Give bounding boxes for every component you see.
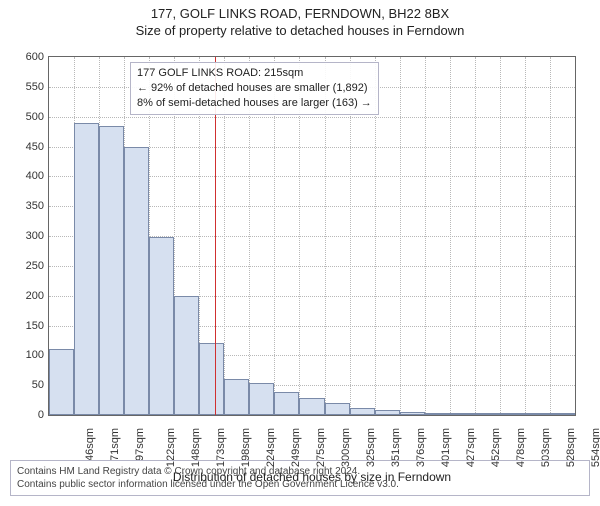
page-title: 177, GOLF LINKS ROAD, FERNDOWN, BH22 8BX (0, 6, 600, 21)
y-tick-label: 250 (14, 260, 44, 272)
gridline-v (450, 57, 451, 415)
histogram-bar (224, 379, 249, 415)
histogram-bar (500, 413, 525, 415)
histogram-bar (400, 412, 425, 415)
y-tick-label: 150 (14, 320, 44, 332)
histogram-bar (99, 126, 124, 415)
histogram-bar (124, 147, 149, 416)
histogram-bar (249, 383, 274, 415)
y-tick-label: 0 (14, 409, 44, 421)
x-tick-label: 71sqm (109, 428, 121, 461)
y-tick-label: 200 (14, 290, 44, 302)
y-tick-label: 500 (14, 111, 44, 123)
y-tick-label: 550 (14, 81, 44, 93)
y-tick-label: 300 (14, 230, 44, 242)
histogram-bar (375, 410, 400, 415)
gridline-v (500, 57, 501, 415)
gridline-v (475, 57, 476, 415)
histogram-bar (299, 398, 324, 415)
chart-area: Number of detached properties 177 GOLF L… (48, 56, 576, 416)
histogram-bar (149, 237, 174, 415)
attribution-line-1: Contains HM Land Registry data © Crown c… (17, 465, 583, 478)
gridline-v (400, 57, 401, 415)
x-tick-label: 554sqm (591, 428, 600, 467)
histogram-bar (450, 413, 475, 415)
y-tick-label: 450 (14, 141, 44, 153)
annotation-line-2: ← 92% of detached houses are smaller (1,… (137, 81, 372, 96)
histogram-bar (425, 413, 450, 415)
histogram-bar (350, 408, 375, 415)
histogram-bar (174, 296, 199, 415)
histogram-bar (199, 343, 224, 415)
attribution-line-2: Contains public sector information licen… (17, 478, 583, 491)
histogram-bar (49, 349, 74, 415)
y-tick-label: 100 (14, 349, 44, 361)
histogram-bar (74, 123, 99, 415)
x-tick-label: 97sqm (134, 428, 146, 461)
annotation-box: 177 GOLF LINKS ROAD: 215sqm ← 92% of det… (130, 62, 379, 115)
page-subtitle: Size of property relative to detached ho… (0, 23, 600, 38)
gridline-v (550, 57, 551, 415)
y-tick-label: 50 (14, 379, 44, 391)
x-tick-label: 46sqm (84, 428, 96, 461)
histogram-bar (325, 403, 350, 415)
gridline-h (49, 117, 575, 118)
histogram-bar (550, 413, 575, 415)
histogram-bar (274, 392, 299, 415)
histogram-bar (525, 413, 550, 415)
attribution-box: Contains HM Land Registry data © Crown c… (10, 460, 590, 496)
y-tick-label: 600 (14, 51, 44, 63)
gridline-v (425, 57, 426, 415)
annotation-line-1: 177 GOLF LINKS ROAD: 215sqm (137, 66, 372, 81)
annotation-line-3: 8% of semi-detached houses are larger (1… (137, 96, 372, 111)
y-tick-label: 400 (14, 170, 44, 182)
gridline-v (525, 57, 526, 415)
histogram-bar (475, 413, 500, 415)
y-tick-label: 350 (14, 200, 44, 212)
